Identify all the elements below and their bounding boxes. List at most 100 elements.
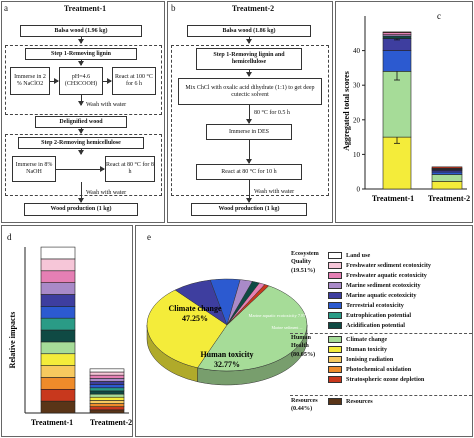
legend-label: Photochemical oxidation — [346, 366, 412, 373]
group-divider-1 — [290, 333, 472, 334]
legend-swatch — [328, 312, 342, 319]
a-immerse2-box: Immerse in 8% NaOH — [12, 156, 56, 182]
chart-d-bar-segment — [40, 294, 76, 307]
a-arrow-4 — [78, 128, 84, 134]
a-arrow-2 — [78, 60, 84, 66]
legend-item: Freshwater sediment ecotoxicity — [328, 262, 431, 269]
chart-c-ytick-label: 10 — [353, 151, 361, 159]
chart-d-bar-segment — [40, 258, 76, 272]
pie-slice — [226, 284, 270, 326]
chart-d-bar-segment — [40, 282, 76, 295]
legend-swatch — [328, 262, 342, 269]
chart-d-bar-segment — [89, 393, 125, 398]
legend-item: Resources — [328, 398, 373, 405]
a-arrow-3 — [78, 95, 84, 106]
chart-c-bar-segment — [382, 50, 412, 72]
chart-c-x-label: Treatment-1 — [372, 194, 414, 203]
legend-item: Human toxicity — [328, 346, 387, 353]
a-arrow-1 — [78, 37, 84, 44]
chart-c-bar-segment — [382, 31, 412, 33]
a-harrow-2 — [103, 78, 112, 84]
legend-item: Freshwater aquatic ecotoxicity — [328, 272, 427, 279]
a-immerse1-box: Immerse in 2 % NaClO2 — [10, 67, 50, 95]
b-react-box: React at 80 °C for 10 h — [196, 164, 302, 180]
chart-d-bar-segment — [89, 406, 125, 411]
b-start-box: Balsa wood (1.86 kg) — [187, 25, 311, 37]
pie-label-human: Human toxicity — [200, 350, 253, 359]
legend-label: Terrestrial ecotoxicity — [346, 302, 404, 309]
panel-d-letter: d — [7, 232, 12, 242]
group-divider-2 — [290, 395, 472, 396]
chart-c-ytick-label: 30 — [353, 82, 361, 90]
chart-d-bar-segment — [40, 377, 76, 390]
chart-c-ytick-label: 20 — [353, 116, 361, 124]
panel-a — [1, 1, 165, 223]
panel-b-letter: b — [171, 3, 176, 13]
panel-c-letter: c — [437, 11, 441, 21]
group-resources-name: Resources — [291, 397, 318, 404]
group-resources: Resources (0.44%) — [291, 397, 318, 414]
legend-item: Photochemical oxidation — [328, 366, 411, 373]
pie-chart-e: Climate change 47.25% Human toxicity 32.… — [146, 278, 310, 386]
group-human-health-pct: (80.05%) — [291, 350, 316, 358]
b-arrow-5 — [246, 180, 252, 203]
chart-d: d Relative impacts Treatment-1 Treatment-… — [7, 232, 132, 427]
pie-slice — [146, 289, 228, 369]
chart-d-bar-segment — [89, 374, 125, 379]
a-wash1-label: Wash with water — [86, 102, 127, 108]
chart-d-bar-segment — [89, 371, 125, 376]
panel-e — [135, 225, 473, 437]
chart-c-bar-segment — [431, 181, 463, 190]
b-arrow-2 — [246, 70, 252, 77]
a-arrow-5 — [78, 149, 84, 155]
b-heat-label: 80 °C for 0.5 h — [254, 110, 290, 116]
group-ecosystem: Ecosystem Quality (19.51%) — [291, 250, 325, 275]
chart-d-bar-segment — [40, 270, 76, 283]
panel-b — [167, 1, 333, 223]
chart-d-bar-segment — [40, 353, 76, 366]
chart-c-bar-segment — [431, 174, 463, 182]
group-ecosystem-pct: (19.51%) — [291, 266, 316, 274]
chart-d-x-label: Treatment-2 — [90, 418, 132, 427]
a-start-box: Balsa wood (1.96 kg) — [20, 25, 142, 37]
b-step1-dashed-frame — [171, 45, 329, 196]
a-wash2-label: Wash with water — [86, 190, 127, 196]
legend-label: Land use — [346, 252, 371, 259]
legend-label: Human toxicity — [346, 346, 388, 353]
chart-c-ytick-label: 0 — [357, 186, 361, 194]
pie-label-marine: Marine aquatic ecotoxicity 7.87% — [249, 313, 310, 318]
chart-c-bar-segment — [431, 171, 463, 175]
legend-swatch — [328, 376, 342, 383]
a-step2-dashed-frame — [5, 134, 162, 196]
b-wash-label: Wash with water — [254, 189, 295, 195]
chart-d-bar-segment — [89, 368, 125, 373]
pie-label-climate: Climate change — [168, 304, 222, 313]
b-immerse-box: Immerse in DES — [206, 124, 292, 140]
chart-d-bar-segment — [89, 396, 125, 401]
chart-c-bar-segment — [382, 32, 412, 35]
pie-label-climate-pct: 47.25% — [182, 314, 208, 323]
chart-d-bar-segment — [40, 341, 76, 355]
chart-c-plot: 0 10 20 30 40 Treatment-1 Treatment-2 — [353, 16, 470, 203]
legend-item: Ionising radiation — [328, 356, 393, 363]
chart-c-bar-segment — [431, 166, 463, 169]
chart-d-bar-segment — [89, 403, 125, 407]
chart-c-bar-segment — [382, 38, 412, 51]
b-arrow-4 — [246, 140, 252, 164]
chart-d-bar-segment — [40, 400, 76, 414]
b-arrow-1 — [246, 37, 252, 44]
a-step1-box: Step 1-Removing lignin — [25, 48, 137, 60]
a-arrow-6 — [78, 182, 84, 203]
legend-item: Climate change — [328, 336, 387, 343]
b-arrow-3 — [246, 105, 252, 124]
a-harrow-1 — [50, 78, 59, 84]
chart-c-ytick-label: 40 — [353, 47, 361, 55]
chart-c: c Aggregated total scores 0 10 20 30 40 Treat… — [342, 11, 470, 203]
legend-label: Acidification potential — [346, 322, 405, 329]
legend-swatch — [328, 356, 342, 363]
chart-d-bar-segment — [89, 384, 125, 389]
legend-swatch — [328, 336, 342, 343]
chart-d-bar-segment — [89, 378, 125, 382]
chart-d-bar-segment — [89, 409, 125, 414]
legend-label: Marine sediment ecotoxicity — [346, 282, 421, 289]
